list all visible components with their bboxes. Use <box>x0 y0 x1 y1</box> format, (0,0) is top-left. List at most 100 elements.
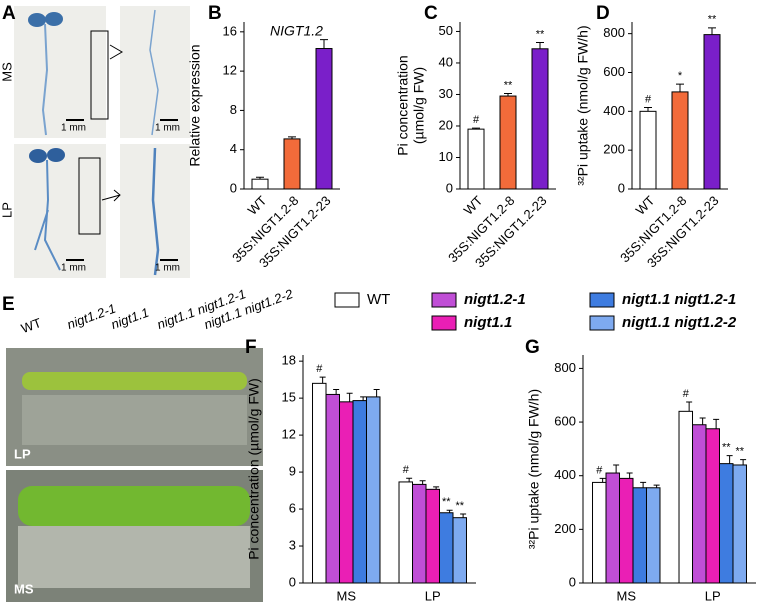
bar <box>251 178 269 190</box>
significance: # <box>316 363 323 375</box>
roots <box>22 395 247 445</box>
error-bar <box>699 417 706 425</box>
y-tick-label: 40 <box>439 54 453 69</box>
legend-label: nigt1.1 nigt1.2-1 <box>622 291 736 308</box>
bar <box>619 477 634 584</box>
genotype-label: nigt1.2-1 <box>65 301 118 332</box>
error-bar <box>740 459 747 465</box>
y-axis-label: Relative expression <box>187 44 203 166</box>
x-tick-label: MS <box>337 588 357 603</box>
bar <box>425 488 440 584</box>
error-bar <box>333 389 340 395</box>
panel-label: G <box>525 337 540 358</box>
legend-swatch <box>589 315 615 331</box>
x-tick-label: WT <box>633 193 658 218</box>
significance: ** <box>735 446 744 458</box>
root <box>34 159 61 271</box>
y-tick-label: 0 <box>446 180 453 195</box>
bar <box>412 483 427 584</box>
error-bar <box>446 509 453 513</box>
x-tick-label: LP <box>425 588 441 603</box>
root <box>151 147 160 276</box>
bar <box>365 396 381 584</box>
plate-label: MS <box>14 581 34 596</box>
y-tick-label: 400 <box>554 467 576 482</box>
scale-label: 1 mm <box>61 123 86 134</box>
significance: # <box>683 388 690 400</box>
panel-label: E <box>2 294 15 315</box>
error-bar <box>653 484 660 488</box>
y-tick-label: 3 <box>289 537 296 552</box>
significance: # <box>645 93 652 105</box>
error-bar <box>713 418 720 429</box>
y-tick-label: 15 <box>282 390 296 405</box>
error-bar <box>644 106 652 112</box>
y-tick-label: 800 <box>554 360 576 375</box>
bar <box>352 400 367 584</box>
zoom-box <box>90 30 109 120</box>
significance: ** <box>536 28 545 40</box>
y-tick-label: 18 <box>282 353 296 368</box>
legend-swatch <box>589 292 615 308</box>
photo-panel-e <box>6 348 263 602</box>
bar <box>531 48 549 190</box>
shoots <box>18 486 250 526</box>
y-axis-label: Pi concentration <box>395 55 411 155</box>
x-tick-label: WT <box>245 193 270 218</box>
scale-label: 1 mm <box>155 123 180 134</box>
chart-title: NIGT1.2 <box>270 23 323 39</box>
photo-panel-a <box>14 6 190 278</box>
significance: ** <box>455 500 464 512</box>
error-bar <box>419 480 426 485</box>
error-bar <box>536 41 544 49</box>
bar <box>718 463 734 584</box>
y-tick-label: 400 <box>603 103 625 118</box>
bar <box>312 382 327 584</box>
error-bar <box>626 472 633 479</box>
y-tick-label: 4 <box>230 141 237 156</box>
scale-label: 1 mm <box>155 263 180 274</box>
error-bar <box>460 513 467 518</box>
bar <box>632 487 647 584</box>
panel-label: C <box>424 3 438 24</box>
bar <box>592 481 607 584</box>
panel-label: B <box>208 3 222 24</box>
bar <box>398 481 414 584</box>
y-tick-label: 200 <box>603 142 625 157</box>
legend-label: nigt1.1 <box>464 314 512 331</box>
error-bar <box>708 27 716 35</box>
legend-swatch <box>431 292 457 308</box>
bar <box>467 128 485 190</box>
significance: # <box>403 464 410 476</box>
legend-label: nigt1.1 nigt1.2-2 <box>622 314 737 331</box>
y-tick-label: 600 <box>603 64 625 79</box>
y-tick-label: 0 <box>569 574 576 589</box>
roots <box>18 526 250 588</box>
y-tick-label: 0 <box>230 180 237 195</box>
y-tick-label: 0 <box>618 180 625 195</box>
y-tick-label: 12 <box>282 427 296 442</box>
bar <box>639 110 657 190</box>
significance: ** <box>722 441 731 453</box>
error-bar <box>360 396 367 401</box>
y-axis-label: Pi concentration (µmol/g FW) <box>246 378 262 560</box>
bar <box>325 393 341 584</box>
x-tick-label: MS <box>617 588 637 603</box>
y-tick-label: 8 <box>230 102 237 117</box>
error-bar <box>433 486 440 490</box>
bar <box>283 138 301 190</box>
panel-label: F <box>245 337 257 358</box>
error-bar <box>686 401 693 412</box>
x-tick-label: WT <box>461 193 486 218</box>
photo <box>14 144 106 278</box>
root <box>149 9 159 136</box>
legend-label: WT <box>367 291 390 308</box>
y-axis-label: (µmol/g FW) <box>411 67 427 144</box>
photo <box>14 6 106 138</box>
error-bar <box>406 477 413 482</box>
arrow <box>101 189 121 202</box>
significance: # <box>473 114 480 126</box>
plate-label: LP <box>14 446 31 461</box>
bar <box>645 487 661 584</box>
